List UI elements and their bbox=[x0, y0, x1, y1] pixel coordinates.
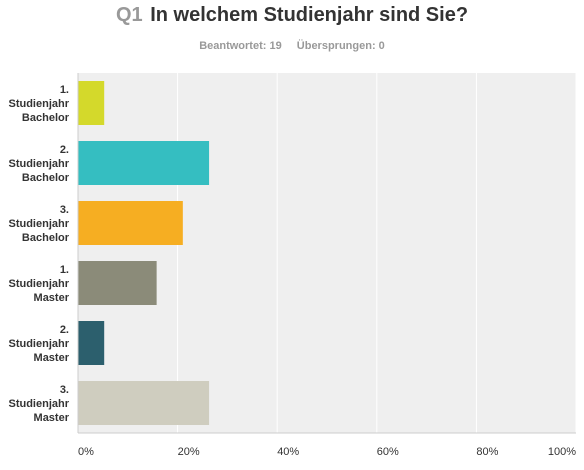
x-tick-label: 20% bbox=[178, 446, 200, 458]
x-tick-label: 40% bbox=[277, 446, 299, 458]
category-label-line: Studienjahr bbox=[8, 98, 69, 110]
category-label-line: Studienjahr bbox=[8, 398, 69, 410]
bar-2 bbox=[78, 141, 210, 185]
category-label-line: Master bbox=[34, 352, 70, 364]
bar-1 bbox=[78, 81, 105, 125]
category-label: 2. Studienjahr Master bbox=[8, 324, 69, 364]
question-header: Q1 In welchem Studienjahr sind Sie? Bean… bbox=[0, 0, 584, 60]
category-label-line: 2. bbox=[60, 144, 69, 156]
category-label-line: Studienjahr bbox=[8, 278, 69, 290]
bar-3 bbox=[78, 201, 183, 245]
bar-4 bbox=[78, 261, 157, 305]
category-label-line: 1. bbox=[60, 84, 69, 96]
category-label-line: Bachelor bbox=[22, 172, 70, 184]
question-text: In welchem Studienjahr sind Sie? bbox=[150, 4, 469, 26]
question-number: Q1 bbox=[115, 4, 143, 26]
category-label-line: Master bbox=[34, 292, 70, 304]
category-label-line: Master bbox=[34, 412, 70, 424]
plot-background bbox=[78, 73, 576, 433]
category-label-line: Bachelor bbox=[22, 112, 70, 124]
question-title: Q1 In welchem Studienjahr sind Sie? bbox=[0, 4, 584, 27]
bar-5 bbox=[78, 321, 105, 365]
response-stats: Beantwortet: 19 Übersprungen: 0 bbox=[0, 40, 584, 52]
bar-6 bbox=[78, 381, 210, 425]
category-label-line: Studienjahr bbox=[8, 218, 69, 230]
category-label-line: 3. bbox=[60, 204, 69, 216]
category-label: 3. Studienjahr Bachelor bbox=[8, 204, 69, 244]
category-label-line: Studienjahr bbox=[8, 158, 69, 170]
category-label-line: Studienjahr bbox=[8, 338, 69, 350]
category-label: 2. Studienjahr Bachelor bbox=[8, 144, 69, 184]
x-tick-label: 0% bbox=[78, 446, 94, 458]
answered-count: Beantwortet: 19 bbox=[199, 40, 282, 52]
category-label: 3. Studienjahr Master bbox=[8, 384, 69, 424]
category-label-line: Bachelor bbox=[22, 232, 70, 244]
category-label: 1. Studienjahr Bachelor bbox=[8, 84, 69, 124]
skipped-count: Übersprungen: 0 bbox=[296, 40, 385, 52]
category-label: 1. Studienjahr Master bbox=[8, 264, 69, 304]
category-label-line: 1. bbox=[60, 264, 69, 276]
category-label-line: 3. bbox=[60, 384, 69, 396]
x-tick-label: 100% bbox=[548, 446, 576, 458]
x-tick-label: 60% bbox=[377, 446, 399, 458]
category-label-line: 2. bbox=[60, 324, 69, 336]
x-tick-label: 80% bbox=[476, 446, 498, 458]
